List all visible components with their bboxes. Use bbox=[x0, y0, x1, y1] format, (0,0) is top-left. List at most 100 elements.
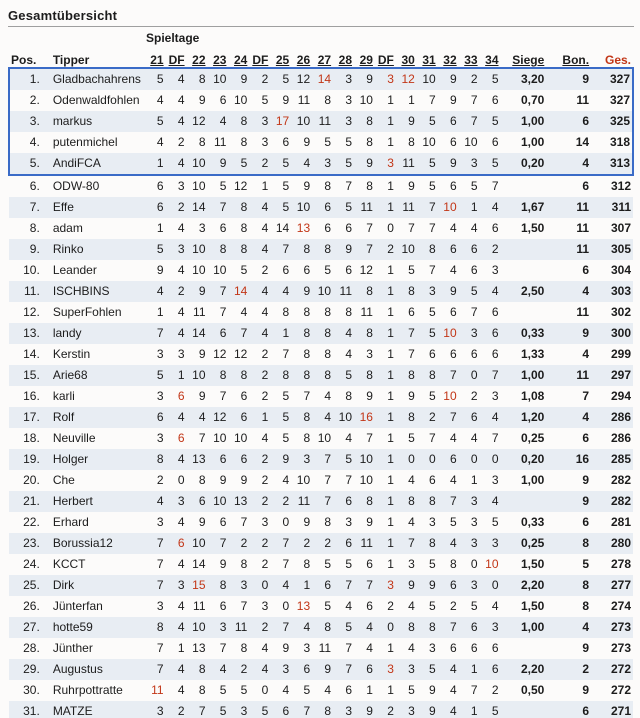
pos-cell: 30. bbox=[23, 683, 40, 697]
day-score-cell: 8 bbox=[324, 242, 332, 256]
day-score-cell: 3 bbox=[470, 326, 478, 340]
col-header-day-25[interactable]: 25 bbox=[275, 53, 290, 67]
day-score-cell: 4 bbox=[408, 599, 415, 613]
day-score-cell: 3 bbox=[240, 578, 248, 592]
day-score-cell: 2 bbox=[491, 683, 499, 697]
bon-cell: 4 bbox=[552, 153, 595, 176]
day-score-cell: 10 bbox=[213, 431, 227, 445]
tipper-name: MATZE bbox=[52, 704, 93, 718]
day-score-cell: 9 bbox=[198, 389, 206, 403]
day-score-cell: 6 bbox=[449, 641, 457, 655]
col-header-siege[interactable]: Siege bbox=[512, 53, 545, 67]
pos-cell: 16. bbox=[23, 389, 40, 403]
day-score-cell: 5 bbox=[481, 153, 503, 176]
col-header-day-24[interactable]: 24 bbox=[233, 53, 248, 67]
col-header-day-23[interactable]: 23 bbox=[213, 53, 227, 67]
day-score-cell: 4 bbox=[261, 284, 269, 298]
day-score-cell: 8 bbox=[408, 620, 415, 634]
col-header-day-34[interactable]: 34 bbox=[485, 53, 499, 67]
day-score-cell: 9 bbox=[209, 153, 231, 176]
bon-cell: 8 bbox=[582, 578, 590, 592]
table-row: 7. Effe 6 2 14 7 8 4 5 10 6 5 11 1 11 7 10 1 4 1,67 11 311 bbox=[9, 197, 633, 218]
day-score-cell: 12 bbox=[233, 179, 248, 193]
tipper-name: Borussia12 bbox=[52, 536, 113, 550]
day-score-cell: 5 bbox=[345, 620, 352, 634]
col-header-day-33[interactable]: 33 bbox=[464, 53, 478, 67]
bon-cell: 4 bbox=[582, 284, 590, 298]
day-score-cell: 9 bbox=[408, 578, 415, 592]
day-score-cell: 7 bbox=[345, 662, 352, 676]
col-header-day-df-5[interactable]: DF bbox=[252, 53, 269, 67]
day-score-cell: 1 bbox=[282, 326, 290, 340]
day-score-cell: 4 bbox=[156, 284, 164, 298]
day-score-cell: 6 bbox=[449, 242, 457, 256]
day-score-cell: 6 bbox=[324, 200, 332, 214]
day-score-cell: 8 bbox=[156, 620, 164, 634]
day-score-cell: 8 bbox=[408, 284, 415, 298]
col-header-day-df-1[interactable]: DF bbox=[168, 53, 185, 67]
col-header-ges[interactable]: Ges. bbox=[604, 53, 631, 67]
day-score-cell: 3 bbox=[156, 704, 164, 718]
col-header-day-26[interactable]: 26 bbox=[296, 53, 311, 67]
col-header-bon[interactable]: Bon. bbox=[562, 53, 590, 67]
day-score-cell: 9 bbox=[439, 67, 461, 90]
page-title: Gesamtübersicht bbox=[8, 8, 118, 23]
day-score-cell: 7 bbox=[198, 704, 206, 718]
day-score-cell: 8 bbox=[408, 494, 415, 508]
day-score-cell: 8 bbox=[366, 179, 373, 193]
day-score-cell: 2 bbox=[261, 557, 269, 571]
day-score-cell: 3 bbox=[470, 536, 478, 550]
bon-cell: 11 bbox=[576, 305, 590, 319]
col-header-day-29[interactable]: 29 bbox=[359, 53, 373, 67]
day-score-cell: 5 bbox=[240, 683, 248, 697]
siege-cell: 2,50 bbox=[520, 284, 545, 298]
day-score-cell: 2 bbox=[240, 662, 248, 676]
col-header-day-df-11[interactable]: DF bbox=[377, 53, 394, 67]
day-score-cell: 10 bbox=[188, 153, 210, 176]
day-score-cell: 3 bbox=[335, 67, 356, 90]
col-header-day-30[interactable]: 30 bbox=[401, 53, 415, 67]
day-score-cell: 9 bbox=[303, 135, 311, 149]
day-score-cell: 5 bbox=[282, 410, 290, 424]
col-header-day-32[interactable]: 32 bbox=[443, 53, 457, 67]
pos-cell: 15. bbox=[23, 368, 40, 382]
day-score-cell: 10 bbox=[338, 410, 352, 424]
day-score-cell: 8 bbox=[303, 326, 311, 340]
day-score-cell: 1 bbox=[387, 368, 394, 382]
day-score-cell: 4 bbox=[177, 93, 185, 107]
day-score-cell: 7 bbox=[156, 662, 164, 676]
day-score-cell: 2 bbox=[460, 67, 482, 90]
day-score-cell: 14 bbox=[192, 557, 206, 571]
day-score-cell: 8 bbox=[324, 704, 332, 718]
siege-cell: 0,33 bbox=[520, 515, 545, 529]
day-score-cell: 4 bbox=[282, 578, 290, 592]
day-score-cell: 5 bbox=[491, 515, 499, 529]
col-header-day-28[interactable]: 28 bbox=[338, 53, 352, 67]
standings-table: Pos. Tipper 21 DF 22 23 24 DF 25 26 27 28 29 DF 30 31 32… bbox=[8, 47, 634, 718]
ges-cell: 303 bbox=[610, 284, 631, 298]
day-score-cell: 8 bbox=[429, 536, 436, 550]
day-score-cell: 6 bbox=[408, 305, 415, 319]
col-header-day-22[interactable]: 22 bbox=[192, 53, 206, 67]
day-score-cell: 4 bbox=[177, 683, 185, 697]
day-score-cell: 7 bbox=[219, 641, 227, 655]
day-score-cell: 4 bbox=[261, 662, 269, 676]
col-header-day-27[interactable]: 27 bbox=[317, 53, 332, 67]
day-score-cell: 6 bbox=[156, 410, 164, 424]
siege-cell bbox=[503, 175, 553, 197]
day-score-cell: 8 bbox=[240, 368, 248, 382]
day-score-cell: 8 bbox=[240, 200, 248, 214]
day-score-cell: 3 bbox=[429, 515, 436, 529]
day-score-cell: 4 bbox=[261, 431, 269, 445]
col-header-day-31[interactable]: 31 bbox=[422, 53, 436, 67]
ges-cell: 307 bbox=[610, 221, 631, 235]
day-score-cell: 3 bbox=[345, 114, 352, 128]
day-score-cell: 8 bbox=[240, 221, 248, 235]
table-row: 12. SuperFohlen 1 4 11 7 4 4 8 8 8 8 11 1 6 5 6 7 6 11 302 bbox=[9, 302, 633, 323]
day-score-cell: 10 bbox=[233, 93, 248, 107]
tipper-name: Neuville bbox=[52, 431, 96, 445]
day-score-cell: 4 bbox=[324, 410, 332, 424]
table-row: 20. Che 2 0 8 9 9 2 4 10 7 7 10 1 4 6 4 1 3 1,00 9 282 bbox=[9, 470, 633, 491]
day-score-cell: 4 bbox=[261, 641, 269, 655]
col-header-day-21[interactable]: 21 bbox=[150, 53, 164, 67]
